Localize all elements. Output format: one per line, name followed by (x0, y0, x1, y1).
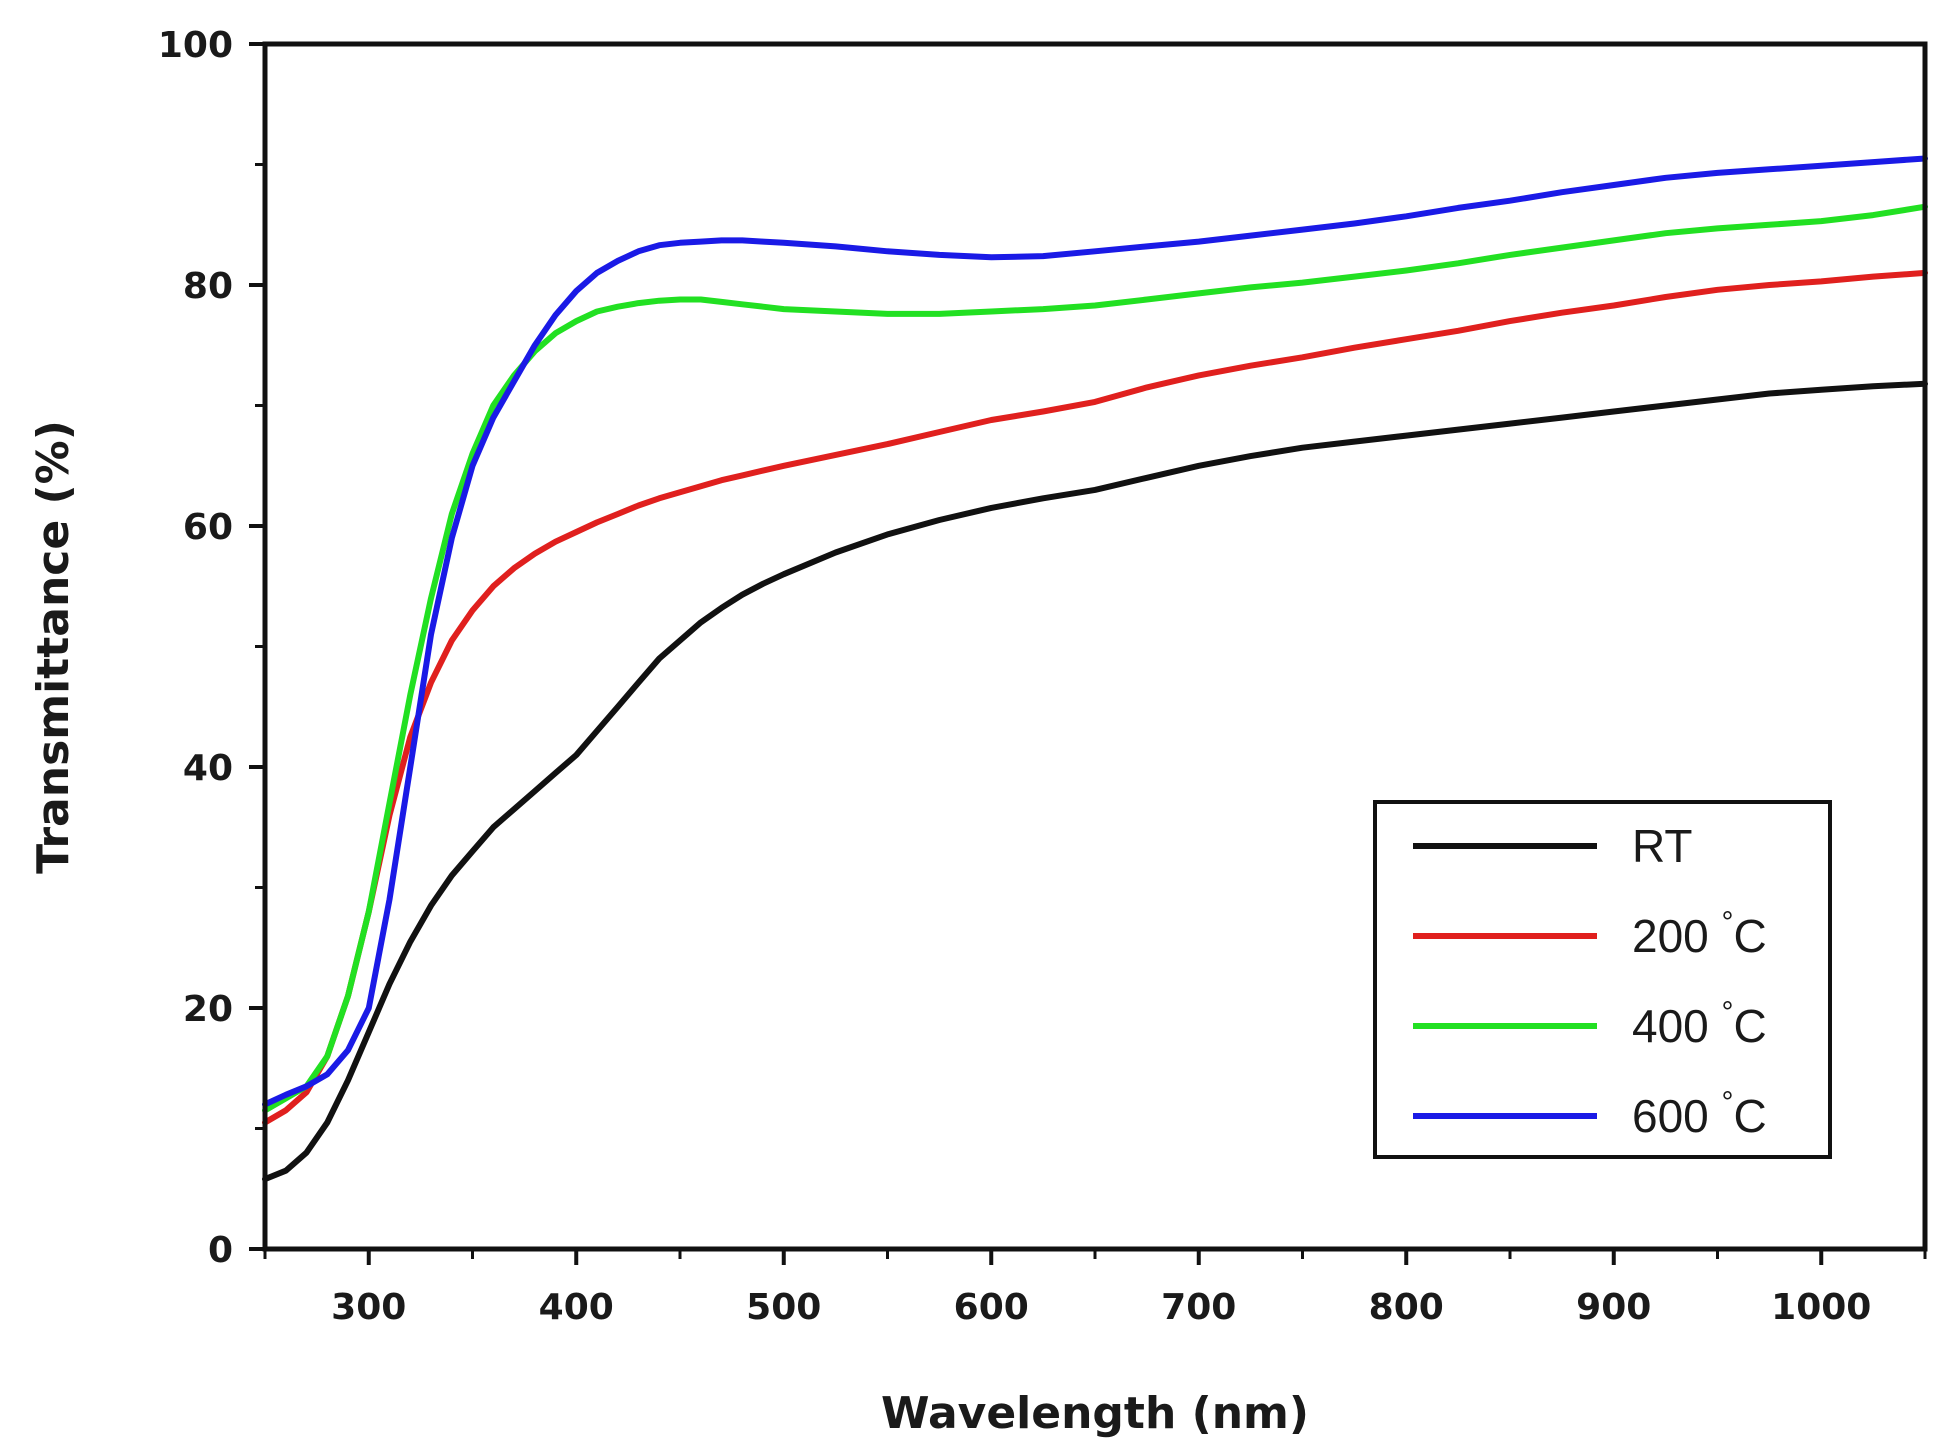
series-line-1 (262, 269, 1928, 1126)
legend-label-3: 600 °C (1632, 1086, 1767, 1142)
series-line-3 (262, 155, 1928, 1108)
x-tick-label: 400 (539, 1287, 614, 1328)
series-line-0 (262, 380, 1928, 1183)
x-tick-label: 700 (1161, 1287, 1236, 1328)
y-tick-label: 80 (183, 266, 233, 307)
x-tick-label: 300 (331, 1287, 406, 1328)
legend-label-1: 200 °C (1632, 906, 1767, 962)
x-axis-title: Wavelength (nm) (881, 1388, 1309, 1439)
y-tick-label: 20 (183, 989, 233, 1030)
x-tick-label: 900 (1576, 1287, 1651, 1328)
ticks-layer: 300 400 500 600 700 800 900 1000 0 20 40 60 80 100 (158, 25, 1927, 1328)
legend-items: RT 200 °C 400 °C 600 °C (1413, 820, 1767, 1142)
legend-label-0: RT (1632, 820, 1693, 872)
y-tick-label: 60 (183, 507, 233, 548)
x-tick-label: 1000 (1771, 1287, 1871, 1328)
x-tick-label: 800 (1369, 1287, 1444, 1328)
x-tick-label: 600 (954, 1287, 1029, 1328)
legend-box (1373, 800, 1832, 1159)
series-line-2 (262, 203, 1928, 1114)
y-axis-title: Transmittance (%) (28, 420, 79, 874)
series-layer (262, 155, 1928, 1183)
legend: RT 200 °C 400 °C 600 °C (1373, 800, 1832, 1159)
x-tick-label: 500 (746, 1287, 821, 1328)
y-tick-label: 0 (208, 1230, 233, 1271)
legend-label-2: 400 °C (1632, 996, 1767, 1052)
y-tick-label: 40 (183, 748, 233, 789)
y-tick-label: 100 (158, 25, 233, 66)
